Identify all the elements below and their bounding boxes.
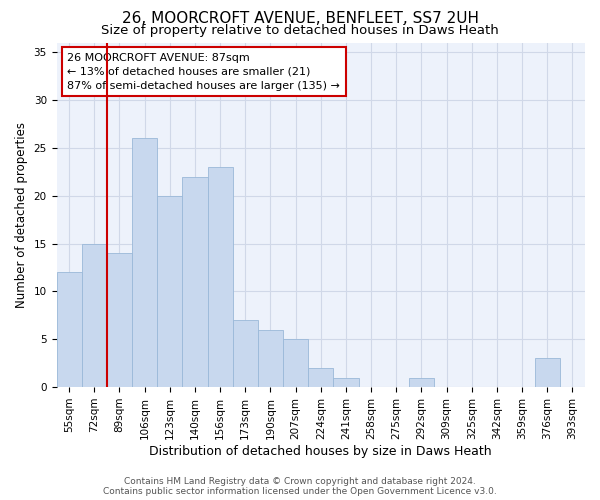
Bar (233, 320, 258, 387)
Text: 26, MOORCROFT AVENUE, BENFLEET, SS7 2UH: 26, MOORCROFT AVENUE, BENFLEET, SS7 2UH (121, 11, 479, 26)
Text: Contains HM Land Registry data © Crown copyright and database right 2024.
Contai: Contains HM Land Registry data © Crown c… (103, 476, 497, 496)
Bar (334, 378, 359, 387)
Bar (308, 368, 334, 387)
Bar (157, 196, 182, 387)
Bar (283, 339, 308, 387)
Bar (409, 378, 434, 387)
Bar (258, 330, 283, 387)
Text: Size of property relative to detached houses in Daws Heath: Size of property relative to detached ho… (101, 24, 499, 37)
X-axis label: Distribution of detached houses by size in Daws Heath: Distribution of detached houses by size … (149, 444, 492, 458)
Bar (107, 253, 132, 387)
Bar (132, 138, 157, 387)
Bar (182, 176, 208, 387)
Text: 26 MOORCROFT AVENUE: 87sqm
← 13% of detached houses are smaller (21)
87% of semi: 26 MOORCROFT AVENUE: 87sqm ← 13% of deta… (67, 53, 340, 91)
Bar (208, 167, 233, 387)
Y-axis label: Number of detached properties: Number of detached properties (15, 122, 28, 308)
Bar (82, 244, 107, 387)
Bar (56, 272, 82, 387)
Bar (535, 358, 560, 387)
